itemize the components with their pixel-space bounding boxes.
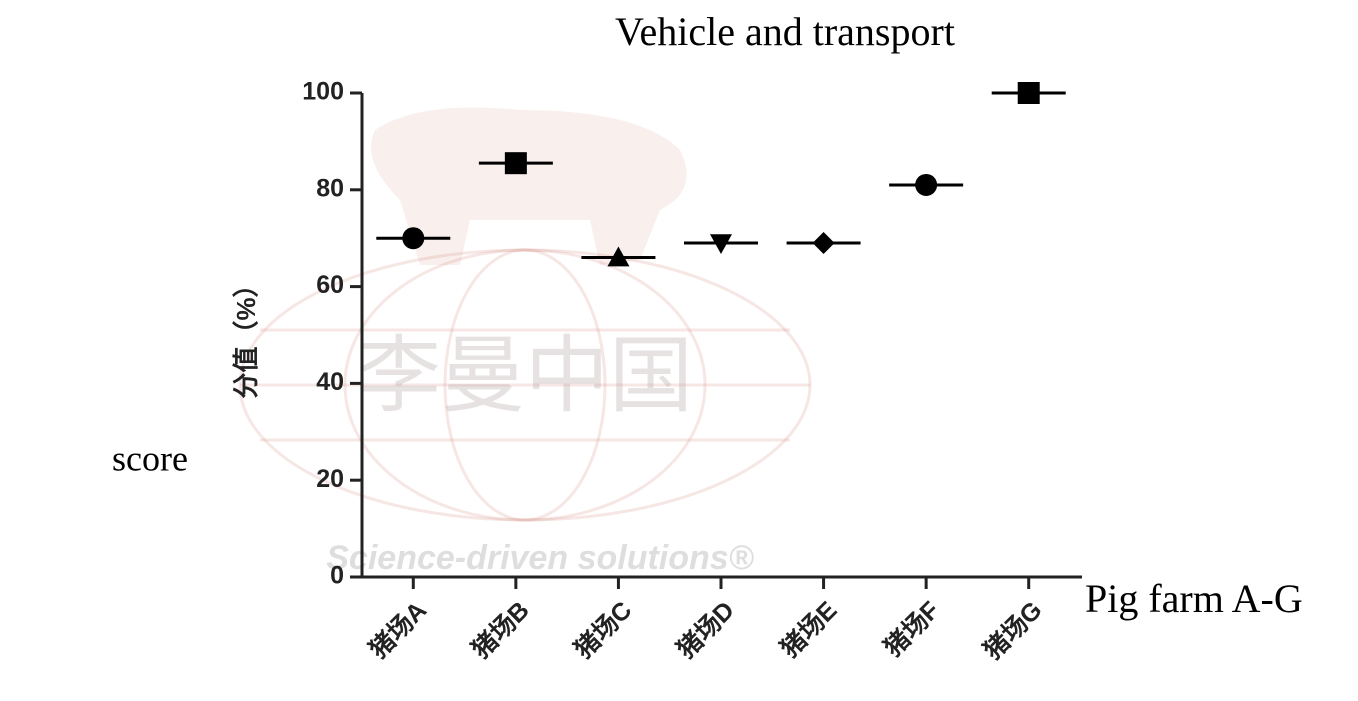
chart-title: Vehicle and transport — [615, 9, 955, 54]
x-tick-label: 猪场C — [569, 596, 637, 664]
marker — [402, 227, 425, 250]
y-tick-label: 60 — [316, 271, 344, 299]
marker — [915, 173, 938, 196]
marker — [607, 246, 630, 267]
y-axis-label: 分值（%） — [231, 271, 261, 398]
x-axis-label: Pig farm A-G — [1085, 576, 1303, 621]
x-tick-label: 猪场D — [672, 596, 740, 664]
marker — [504, 152, 527, 175]
side-label: score — [112, 438, 188, 478]
x-tick-label: 猪场A — [364, 596, 432, 664]
y-tick-label: 100 — [302, 78, 344, 106]
y-tick-label: 20 — [316, 465, 344, 493]
watermark: 李曼中国 — [357, 330, 693, 423]
x-tick-label: 猪场B — [467, 596, 535, 664]
watermark: Science-driven solutions® — [326, 539, 754, 577]
y-tick-label: 40 — [316, 368, 344, 396]
y-tick-label: 0 — [330, 562, 344, 590]
marker — [812, 232, 835, 255]
x-tick-label: 猪场F — [879, 596, 945, 662]
watermark-graphic — [238, 107, 812, 522]
x-tick-label: 猪场G — [979, 596, 1048, 665]
x-tick-label: 猪场E — [776, 596, 843, 663]
marker — [1017, 82, 1040, 104]
marker — [710, 234, 732, 255]
y-tick-label: 80 — [316, 174, 344, 202]
